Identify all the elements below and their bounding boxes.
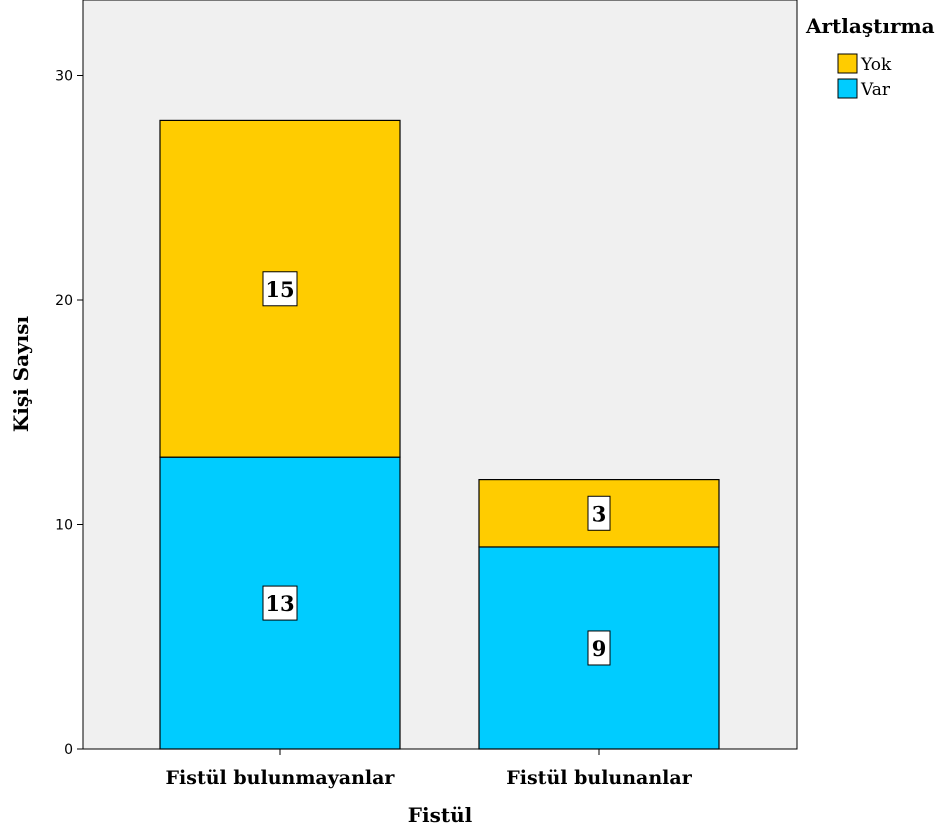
y-tick-label: 10 — [55, 518, 73, 534]
y-axis-title: Kişi Sayısı — [9, 315, 33, 432]
y-tick-label: 0 — [64, 742, 73, 758]
data-label: 13 — [265, 591, 294, 616]
legend-label: Var — [860, 80, 891, 100]
legend-swatch — [838, 79, 857, 98]
data-label: 9 — [592, 636, 607, 661]
y-tick-label: 20 — [55, 293, 73, 309]
legend-swatch — [838, 54, 857, 73]
legend-title: Artlaştırma — [805, 14, 935, 38]
x-tick-label: Fistül bulunanlar — [506, 767, 692, 789]
x-tick-label: Fistül bulunmayanlar — [166, 767, 396, 789]
legend-label: Yok — [860, 55, 892, 75]
data-label: 15 — [265, 277, 294, 302]
data-label: 3 — [592, 501, 607, 526]
legend: Artlaştırma Yok Var — [805, 14, 935, 100]
y-tick-label: 30 — [55, 69, 73, 85]
x-axis: Fistül bulunmayanlar Fistül bulunanlar — [166, 749, 693, 789]
legend-items: Yok Var — [838, 54, 892, 100]
y-axis: 0 10 20 30 — [55, 69, 83, 759]
x-axis-title: Fistül — [408, 803, 473, 827]
